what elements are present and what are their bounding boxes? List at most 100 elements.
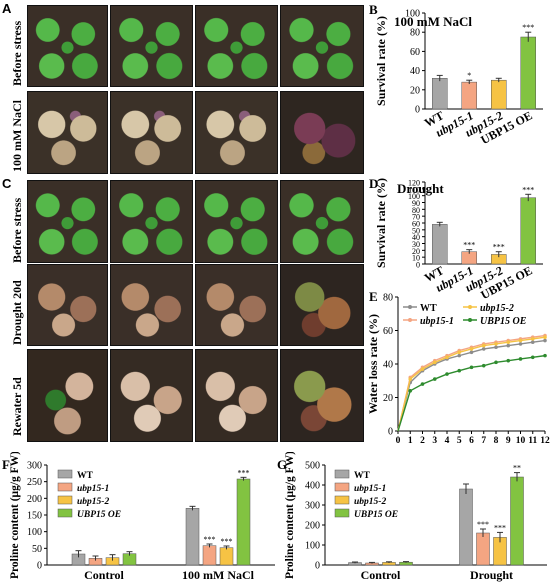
x-tick-label: 9: [506, 436, 511, 446]
data-point: [481, 347, 486, 351]
data-point: [543, 338, 547, 343]
legend-swatch: [334, 469, 350, 479]
significance-label: ***: [522, 23, 534, 32]
y-tick-label: 20: [410, 85, 420, 96]
y-tick-label: 80: [383, 293, 393, 304]
y-tick-label: 0: [315, 561, 320, 572]
data-point: [481, 343, 486, 348]
row-label-rewater-5d: Rewater 5d: [10, 377, 24, 436]
y-tick-label: 0: [415, 105, 420, 116]
data-point: [543, 335, 547, 339]
significance-label: ***: [463, 241, 475, 250]
y-tick-label: 100: [408, 192, 420, 201]
legend-label: WT: [77, 471, 94, 481]
data-point: [457, 353, 462, 358]
y-tick-label: 80: [412, 206, 420, 215]
plant-photo: [195, 180, 278, 263]
y-tick-label: 0: [416, 261, 420, 270]
plant-photo: [280, 264, 364, 346]
x-tick-label: 1: [408, 436, 413, 446]
data-point: [518, 338, 523, 343]
y-tick-label: 60: [410, 47, 420, 58]
y-tick-label: 50: [412, 226, 420, 235]
data-point: [457, 368, 462, 373]
panel-label: E: [369, 289, 378, 304]
plant-photo: [27, 91, 108, 174]
plant-photo: [280, 91, 364, 174]
x-tick-label: 5: [457, 436, 462, 446]
legend-swatch: [57, 495, 73, 505]
y-tick-label: 150: [27, 511, 42, 522]
x-tick-label: 100 mM NaCl: [182, 568, 255, 582]
water-loss-chart: 0204060800123456789101112Time (hours)Wat…: [366, 289, 550, 446]
significance-label: ***: [522, 185, 534, 194]
x-tick-label: 6: [469, 436, 474, 446]
y-tick-label: 30: [412, 240, 420, 249]
y-tick-label: 70: [412, 213, 420, 222]
data-point: [506, 358, 511, 363]
bar: [461, 81, 477, 110]
significance-label: ***: [493, 243, 505, 252]
y-tick-label: 200: [27, 494, 42, 505]
y-axis-label: Proline content (μg/g FW): [284, 452, 296, 579]
y-tick-label: 20: [412, 247, 420, 256]
data-point: [408, 389, 413, 393]
data-point: [481, 363, 486, 368]
data-point: [469, 350, 474, 355]
legend-marker: [408, 318, 412, 322]
bar: [459, 488, 473, 566]
y-tick-label: 10: [412, 254, 420, 263]
legend-label: ubp15-2: [77, 497, 109, 507]
y-tick-label: 0: [37, 561, 42, 572]
data-point: [518, 357, 523, 361]
plant-photo: [110, 180, 193, 263]
plant-photo: [110, 349, 193, 442]
data-point: [457, 350, 462, 355]
row-label-drought-20d: Drought 20d: [10, 280, 24, 345]
plant-photo: [195, 264, 278, 346]
legend-marker: [468, 305, 472, 309]
bar: [202, 545, 217, 566]
significance-label: *: [467, 71, 471, 80]
legend-marker: [408, 305, 412, 309]
y-tick-label: 120: [408, 179, 420, 188]
panel-label: F: [2, 457, 10, 472]
panel-label-a: A: [2, 1, 12, 16]
proline-nacl-chart: 0 50 100 150 200 250 300 Proline content (μg/g …: [2, 452, 275, 582]
row-label-before-stress-c: Before stress: [10, 197, 24, 263]
plant-photo: [195, 349, 278, 442]
proline-drought-chart: 0 100 200 300 400 500 Proline content (μg/g FW…: [277, 452, 547, 582]
row-label-before-stress-a: Before stress: [10, 20, 24, 86]
plant-photo: [27, 5, 108, 87]
legend-swatch: [57, 508, 73, 518]
y-axis-label: Proline content (μg/g FW): [9, 452, 21, 579]
y-tick-label: 100: [405, 9, 420, 20]
legend-label: WT: [354, 471, 371, 481]
y-tick-label: 300: [27, 461, 42, 472]
legend-swatch: [57, 482, 73, 492]
y-tick-label: 20: [383, 393, 393, 404]
y-tick-label: 500: [305, 461, 320, 472]
data-point: [469, 365, 474, 370]
panel-label: D: [369, 176, 378, 191]
x-tick-label: 2: [420, 436, 425, 446]
y-tick-label: 100: [305, 541, 320, 552]
y-tick-label: 100: [27, 527, 42, 538]
y-tick-label: 40: [412, 233, 420, 242]
bar: [236, 478, 251, 566]
x-tick-label: Control: [84, 568, 124, 582]
y-axis-label: Water loss rate (%): [366, 314, 380, 414]
data-point: [530, 340, 535, 345]
plant-photo: [110, 264, 193, 346]
data-point: [518, 342, 523, 346]
legend-label: WT: [420, 303, 437, 314]
y-axis-label: Survival rate (%): [374, 178, 388, 268]
panel-label: B: [369, 2, 378, 17]
data-point: [506, 343, 511, 348]
plant-photo: [280, 180, 364, 263]
y-tick-label: 60: [383, 326, 393, 337]
x-tick-label: Drought: [470, 568, 513, 582]
x-tick-label: 0: [396, 436, 401, 446]
significance-label: ***: [204, 535, 216, 544]
bar: [476, 532, 490, 566]
